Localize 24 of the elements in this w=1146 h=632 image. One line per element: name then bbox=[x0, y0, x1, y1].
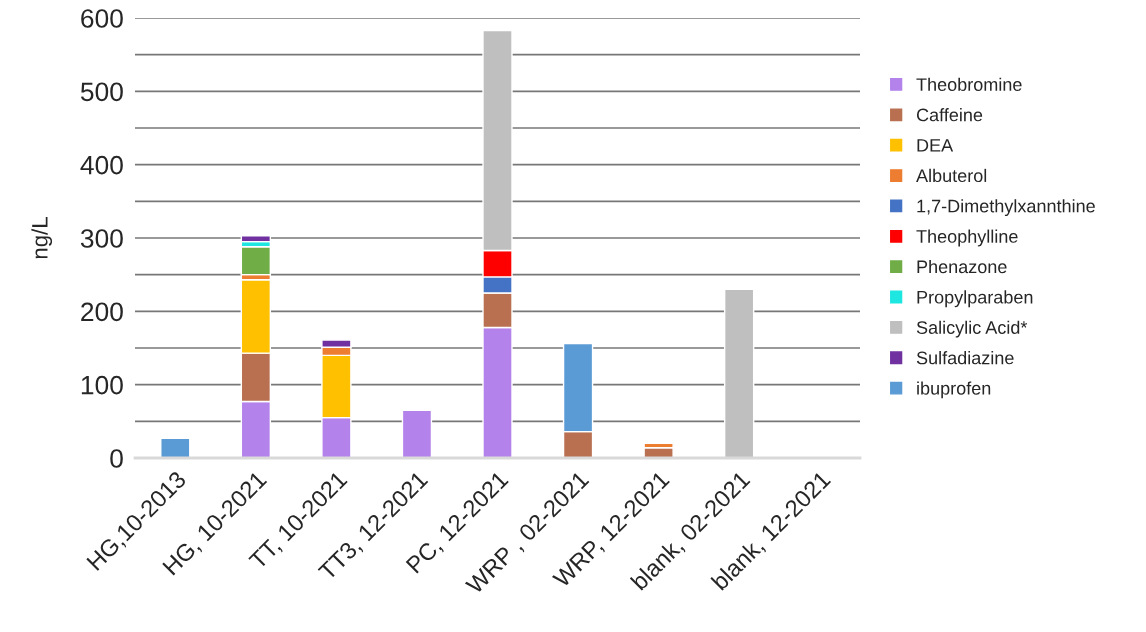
bar bbox=[401, 409, 433, 458]
y-tick-label: 500 bbox=[80, 82, 123, 102]
y-tick-label: 600 bbox=[81, 9, 123, 28]
legend-label: Caffeine bbox=[916, 108, 983, 122]
y-tick-label: 400 bbox=[80, 155, 123, 175]
legend-label: Phenazone bbox=[917, 259, 1007, 274]
y-tick-label: 100 bbox=[81, 375, 123, 395]
legend-label: Propylparaben bbox=[917, 290, 1033, 308]
legend-label: Salicylic Acid* bbox=[916, 320, 1028, 338]
bar bbox=[240, 235, 272, 243]
legend-label: Theobromine bbox=[916, 77, 1022, 91]
bar bbox=[160, 437, 191, 458]
y-tick-label: 200 bbox=[81, 302, 123, 322]
y-tick-label: 300 bbox=[80, 229, 123, 248]
y-tick-label: 0 bbox=[110, 449, 123, 468]
legend-label: ibuprofen bbox=[917, 381, 991, 399]
y-axis-title: ng/L bbox=[31, 217, 53, 259]
bar bbox=[723, 288, 755, 458]
legend-label: Sulfadiazine bbox=[916, 351, 1014, 365]
legend-label: Theophylline bbox=[916, 229, 1018, 247]
legend-label: DEA bbox=[917, 139, 954, 152]
legend-label: Albuterol bbox=[916, 168, 987, 183]
legend-label: 1,7-Dimethylxannthine bbox=[917, 199, 1095, 217]
bar bbox=[240, 246, 272, 276]
